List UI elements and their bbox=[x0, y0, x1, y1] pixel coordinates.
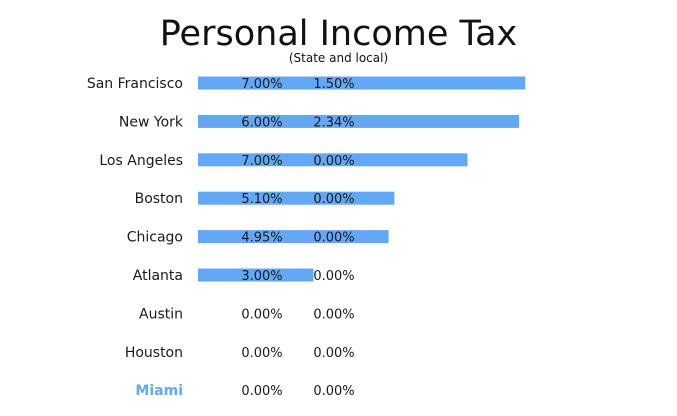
data-label: 0.00% bbox=[241, 346, 282, 361]
bar-san-francisco bbox=[198, 76, 526, 90]
category-label: Houston bbox=[125, 345, 183, 361]
category-label: Boston bbox=[135, 191, 183, 207]
category-label: Atlanta bbox=[133, 268, 183, 284]
data-label: 0.00% bbox=[241, 307, 282, 322]
bar-boston bbox=[198, 191, 395, 205]
category-label: Chicago bbox=[127, 230, 183, 246]
data-label: 0.00% bbox=[313, 346, 354, 361]
data-label: 3.00% bbox=[241, 269, 282, 284]
data-label: 0.00% bbox=[313, 307, 354, 322]
bar-chicago bbox=[198, 230, 389, 244]
data-label: 6.00% bbox=[241, 115, 282, 130]
bar-los-angeles bbox=[198, 153, 468, 167]
data-label: 0.00% bbox=[313, 231, 354, 246]
category-label: Austin bbox=[139, 306, 183, 322]
data-label: 5.10% bbox=[241, 192, 282, 207]
data-label: 2.34% bbox=[313, 115, 354, 130]
bar-atlanta bbox=[198, 268, 314, 282]
data-label: 0.00% bbox=[313, 154, 354, 169]
data-label: 7.00% bbox=[241, 77, 282, 92]
data-label: 0.00% bbox=[241, 384, 282, 399]
category-label: San Francisco bbox=[87, 76, 183, 92]
category-label: New York bbox=[119, 114, 184, 130]
data-label: 0.00% bbox=[313, 384, 354, 399]
category-label: Miami bbox=[135, 383, 183, 399]
data-label: 1.50% bbox=[313, 77, 354, 92]
chart-subtitle: (State and local) bbox=[288, 51, 389, 65]
category-label: Los Angeles bbox=[99, 153, 183, 169]
data-label: 0.00% bbox=[313, 269, 354, 284]
data-label: 0.00% bbox=[313, 192, 354, 207]
data-label: 4.95% bbox=[241, 231, 282, 246]
chart-title: Personal Income Tax bbox=[159, 14, 518, 54]
bar-new-york bbox=[198, 114, 520, 128]
data-label: 7.00% bbox=[241, 154, 282, 169]
